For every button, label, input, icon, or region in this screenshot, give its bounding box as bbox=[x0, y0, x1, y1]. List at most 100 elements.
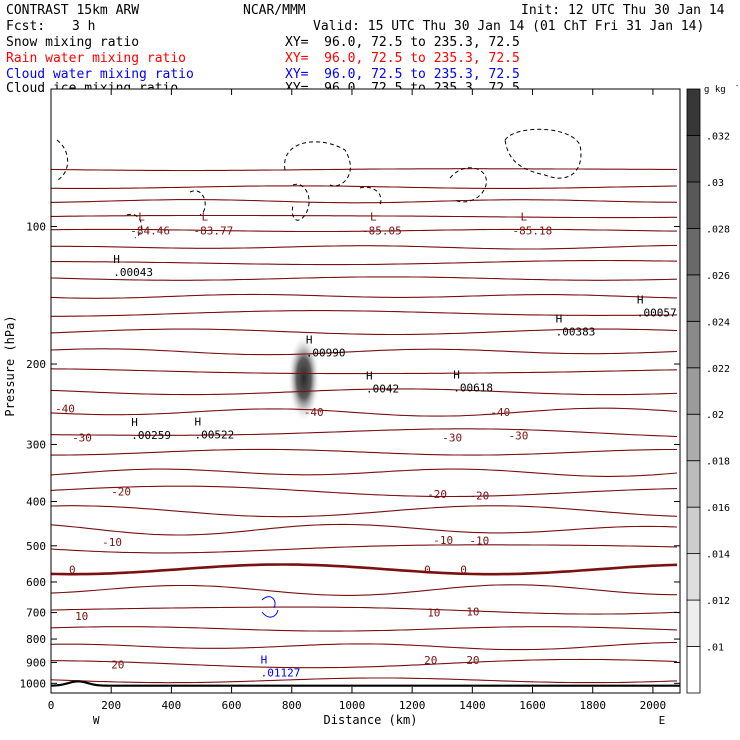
cloud-ice-contour bbox=[449, 167, 487, 203]
high-marker: H bbox=[366, 370, 373, 383]
high-value-label: .00259 bbox=[131, 429, 171, 442]
colorbar-swatch bbox=[686, 506, 701, 555]
y-tick-label: 400 bbox=[26, 496, 46, 509]
cloud-ice-contour bbox=[359, 186, 382, 206]
x-tick-label: 1600 bbox=[519, 699, 546, 712]
colorbar-tick-label: .012 bbox=[706, 596, 730, 607]
y-tick-label: 700 bbox=[26, 607, 46, 620]
cloud-ice-maximum-shading bbox=[287, 334, 320, 423]
terrain-line bbox=[51, 680, 680, 687]
temperature-label: -30 bbox=[442, 432, 462, 445]
x-tick-label: 2000 bbox=[640, 699, 667, 712]
cloud-ice-contour bbox=[504, 128, 582, 179]
x-tick-label: 1200 bbox=[399, 699, 426, 712]
temperature-label: -30 bbox=[508, 430, 528, 443]
temperature-contour-line bbox=[51, 468, 678, 477]
temperature-contour-line bbox=[51, 407, 678, 417]
high-marker: H bbox=[556, 312, 563, 325]
low-value-label: -84.46 bbox=[130, 225, 170, 238]
temperature-label: 10 bbox=[427, 607, 440, 620]
temperature-contour-line bbox=[51, 259, 678, 266]
temperature-contour-line bbox=[51, 505, 678, 518]
temperature-label: -10 bbox=[433, 534, 453, 547]
x-tick-label: 1800 bbox=[579, 699, 606, 712]
y-tick-label: 100 bbox=[26, 221, 46, 234]
colorbar-tick-label: .026 bbox=[706, 271, 730, 282]
low-value-label: -83.77 bbox=[193, 225, 233, 238]
high-marker: H bbox=[131, 416, 138, 429]
temperature-contour-line bbox=[51, 199, 678, 204]
colorbar-tick-label: .022 bbox=[706, 364, 730, 375]
temperature-label: 0 bbox=[424, 563, 431, 576]
colorbar-tick-label: .024 bbox=[706, 317, 730, 328]
high-marker: H bbox=[261, 653, 268, 666]
colorbar-swatch bbox=[686, 460, 701, 508]
high-value-label: .0042 bbox=[366, 383, 399, 396]
temperature-contour-line bbox=[51, 214, 677, 219]
colorbar-swatch bbox=[686, 181, 701, 229]
cloud-ice-contour bbox=[56, 139, 69, 181]
temperature-label: -20 bbox=[469, 489, 489, 502]
y-axis-label: Pressure (hPa) bbox=[3, 315, 17, 416]
temperature-contour-line bbox=[51, 523, 678, 536]
init-time: Init: 12 UTC Thu 30 Jan 14 bbox=[521, 3, 725, 18]
high-value-label: .00522 bbox=[194, 428, 234, 441]
colorbar-tick-label: .03 bbox=[706, 178, 724, 189]
temperature-contour-line bbox=[51, 448, 678, 456]
x-west-label: W bbox=[93, 714, 100, 727]
low-value-label: -85.18 bbox=[513, 225, 553, 238]
y-tick-label: 900 bbox=[26, 656, 46, 669]
colorbar-swatch bbox=[686, 135, 701, 183]
x-east-label: E bbox=[659, 714, 666, 727]
high-marker: H bbox=[113, 253, 120, 266]
x-axis-label: Distance (km) bbox=[324, 713, 418, 727]
colorbar-unit: g kg bbox=[704, 85, 726, 95]
temperature-contour-line bbox=[51, 626, 678, 632]
low-value-label: -85.05 bbox=[362, 225, 402, 238]
colorbar-tick-label: .014 bbox=[706, 550, 730, 561]
temperature-contour-line bbox=[51, 544, 678, 554]
colorbar-swatch bbox=[686, 88, 701, 136]
colorbar-tick-label: .01 bbox=[706, 643, 724, 654]
temperature-contour-line bbox=[51, 641, 677, 651]
temperature-label: -20 bbox=[111, 485, 131, 498]
high-value-label: .00383 bbox=[556, 325, 596, 338]
y-tick-label: 500 bbox=[26, 540, 46, 553]
colorbar-swatch bbox=[686, 646, 701, 694]
field-snow-xy: XY= 96.0, 72.5 to 235.3, 72.5 bbox=[285, 35, 520, 50]
high-value-label: .00043 bbox=[113, 266, 153, 279]
y-tick-label: 600 bbox=[26, 576, 46, 589]
temperature-contour-line bbox=[51, 658, 678, 669]
colorbar-unit-exponent: -1 bbox=[735, 82, 740, 90]
temperature-contour-line bbox=[51, 348, 678, 356]
fcst-value: 3 h bbox=[72, 19, 96, 34]
temperature-label: -10 bbox=[102, 536, 122, 549]
cloud-ice-contour bbox=[291, 183, 310, 221]
plot-background bbox=[51, 89, 680, 693]
model-title: CONTRAST 15km ARW bbox=[6, 3, 140, 18]
temperature-label: -30 bbox=[72, 432, 92, 445]
temperature-contour-line bbox=[51, 310, 678, 317]
temperature-contour-line bbox=[51, 244, 678, 250]
field-rain-name: Rain water mixing ratio bbox=[6, 51, 187, 66]
x-tick-label: 600 bbox=[222, 699, 242, 712]
x-tick-label: 400 bbox=[161, 699, 181, 712]
x-tick-label: 1000 bbox=[339, 699, 366, 712]
colorbar-swatch bbox=[686, 413, 701, 462]
temperature-contour-line bbox=[51, 328, 678, 336]
plot-frame bbox=[50, 88, 681, 694]
high-value-label: .01127 bbox=[261, 666, 301, 679]
temperature-contour-line bbox=[51, 388, 678, 396]
cloud-ice-contour bbox=[126, 213, 143, 239]
high-value-label: .00057 bbox=[637, 307, 677, 320]
high-value-label: .00990 bbox=[306, 347, 346, 360]
temperature-contour-line bbox=[51, 276, 678, 281]
x-tick-label: 1400 bbox=[459, 699, 486, 712]
center-title: NCAR/MMM bbox=[243, 3, 306, 18]
high-value-label: .00618 bbox=[453, 382, 493, 395]
field-rain-xy: XY= 96.0, 72.5 to 235.3, 72.5 bbox=[285, 51, 520, 66]
colorbar-swatch bbox=[686, 274, 701, 322]
x-tick-label: 200 bbox=[101, 699, 121, 712]
cloud-ice-contour bbox=[284, 141, 351, 187]
